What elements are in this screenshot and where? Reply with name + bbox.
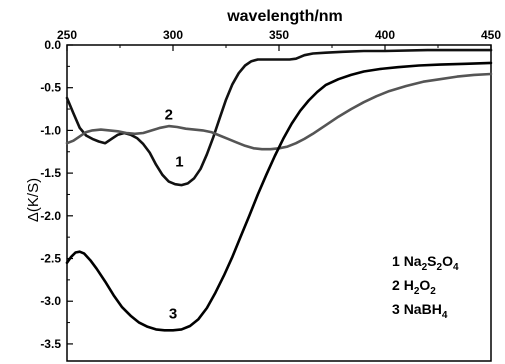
y-axis: 0.0 -0.5 -1.0 -1.5 -2.0 -2.5 -3.0 -3.5: [40, 38, 73, 351]
y-tick-label: -1.5: [40, 166, 61, 180]
legend-text-part: S: [427, 253, 436, 269]
y-tick-label: -3.5: [40, 337, 61, 351]
x-axis-title: wavelength/nm: [226, 8, 343, 25]
x-tick-label: 350: [269, 28, 289, 42]
y-tick-label: -0.5: [40, 81, 61, 95]
legend-subscript: 2: [437, 262, 443, 273]
legend-text-part: NaBH: [404, 301, 442, 317]
legend-text-part: O: [442, 253, 453, 269]
legend-subscript: 2: [422, 262, 428, 273]
series-1-label: 1: [175, 153, 183, 170]
y-axis-title: Δ(K/S): [25, 178, 42, 222]
y-tick-label: -3.0: [40, 294, 61, 308]
x-tick-label: 300: [163, 28, 183, 42]
x-axis: 250 300 350 400 450: [57, 28, 501, 51]
y-tick-label: 0.0: [44, 38, 61, 52]
legend-entry: 2 H2O2: [392, 277, 436, 297]
x-tick-label: 450: [481, 28, 501, 42]
legend-subscript: 4: [442, 310, 448, 321]
y-tick-label: -2.0: [40, 209, 61, 223]
legend-number: 3: [392, 301, 404, 317]
legend-subscript: 2: [414, 286, 420, 297]
x-tick-label: 250: [57, 28, 77, 42]
legend-entry: 1 Na2S2O4: [392, 253, 459, 273]
legend-subscript: 4: [453, 262, 459, 273]
y-tick-label: -1.0: [40, 123, 61, 137]
legend-text-part: O: [419, 277, 430, 293]
legend-number: 2: [392, 277, 404, 293]
series-2-label: 2: [165, 106, 173, 123]
series-3-line: [65, 61, 493, 332]
series-3-label: 3: [169, 305, 177, 322]
legend-number: 1: [392, 253, 404, 269]
x-tick-label: 400: [375, 28, 395, 42]
series-2-line: [65, 72, 493, 151]
series-1-line: [65, 48, 493, 187]
legend-entry: 3 NaBH4: [392, 301, 448, 321]
legend-text-part: Na: [404, 253, 422, 269]
y-tick-label: -2.5: [40, 252, 61, 266]
series-layer: 123: [65, 48, 493, 332]
legend-text-part: H: [404, 277, 414, 293]
legend-subscript: 2: [430, 286, 436, 297]
